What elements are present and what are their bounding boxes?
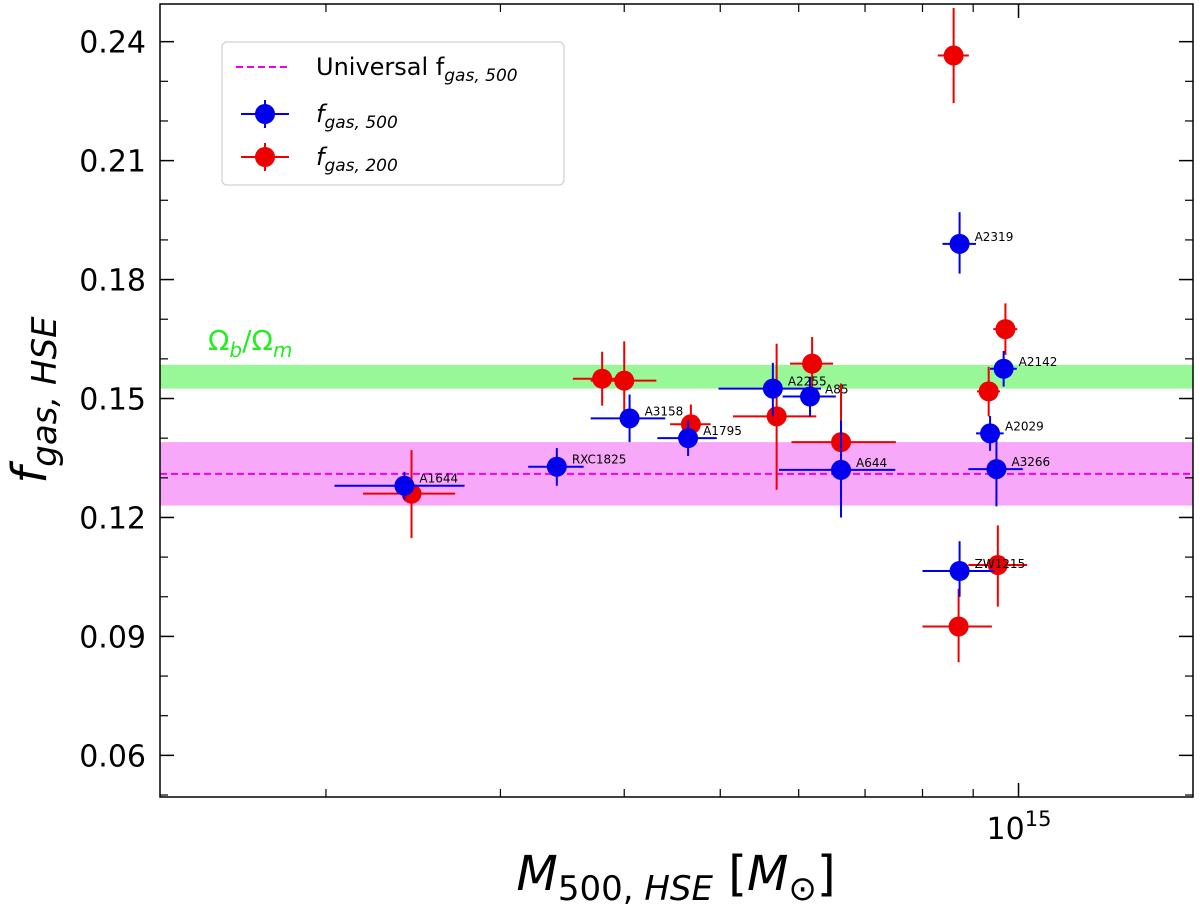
point-label-zw1215: ZW1215: [975, 557, 1026, 571]
x-axis-title: M500, HSE [M⊙]: [516, 846, 835, 908]
fgas500-marker: [394, 475, 415, 496]
y-tick-label: 0.09: [79, 620, 146, 655]
bands-layer: [160, 364, 1193, 506]
fgas500-point-0: [334, 471, 465, 500]
point-label-a2255: A2255: [788, 375, 827, 389]
fgas500-point-3: [657, 420, 717, 457]
legend-box: [221, 41, 565, 186]
legend-universal-label: Universal fgas, 500: [316, 53, 518, 86]
fgas200-marker: [978, 381, 999, 402]
point-label-a2319: A2319: [975, 230, 1014, 244]
fgas500-point-1: [528, 448, 584, 486]
fgas200-point-7: [937, 7, 969, 104]
fgas500-marker: [762, 378, 783, 399]
y-tick-label: 0.21: [79, 145, 146, 180]
fgas500-marker: [949, 233, 970, 254]
point-label-rxc1825: RXC1825: [572, 453, 627, 467]
fgas500-marker: [980, 423, 1001, 444]
x-tick-label: 1015: [987, 807, 1052, 847]
fgas200-point-4: [732, 343, 817, 490]
point-label-a1795: A1795: [703, 424, 742, 438]
y-tick-label: 0.15: [79, 383, 146, 418]
fgas500-point-11: [968, 431, 1023, 507]
fgas200-marker: [948, 616, 969, 637]
omega-band-label: Ωb/Ωm: [208, 324, 292, 362]
y-tick-label: 0.06: [79, 739, 146, 774]
fgas500-point-6: [778, 420, 896, 518]
band-0: [160, 364, 1193, 389]
fgas200-point-8: [922, 588, 992, 663]
fgas500-point-5: [782, 376, 836, 417]
point-label-a2142: A2142: [1019, 355, 1058, 369]
legend-fgas500-marker: [241, 100, 289, 128]
fgas500-marker: [546, 456, 567, 477]
fgas500-marker: [678, 428, 699, 449]
legend-fgas200-marker: [241, 143, 289, 171]
point-label-a3158: A3158: [645, 404, 684, 418]
fgas500-point-10: [990, 350, 1017, 387]
fgas200-marker: [592, 368, 613, 389]
legend: Universal fgas, 500 fgas, 500 fgas, 200: [221, 41, 565, 186]
point-label-a1644: A1644: [419, 472, 458, 486]
fgas500-marker: [949, 560, 970, 581]
ticks-layer: 0.06 0.09 0.12 0.15 0.18 0.21 0.24 1015: [79, 4, 1193, 847]
y-tick-label: 0.24: [79, 26, 146, 61]
point-label-a3266: A3266: [1011, 455, 1050, 469]
fgas500-marker: [800, 386, 821, 407]
point-label-a85: A85: [825, 383, 848, 397]
fgas500-marker: [993, 358, 1014, 379]
fgas500-point-9: [976, 415, 1004, 451]
fgas500-point-7: [942, 212, 977, 274]
plot-frame: [159, 3, 1194, 798]
fgas200-point-9: [976, 366, 1001, 417]
fgas200-marker: [943, 45, 964, 66]
fgas500-marker: [986, 459, 1007, 480]
fgas200-marker: [802, 353, 823, 374]
y-tick-label: 0.12: [79, 501, 146, 536]
fgas200-marker: [766, 406, 787, 427]
fgas200-point-10: [993, 303, 1018, 355]
fgas500-marker: [619, 408, 640, 429]
fgas200-point-2: [590, 341, 657, 420]
fgas500-point-2: [590, 394, 666, 443]
y-tick-label: 0.18: [79, 264, 146, 299]
fgas200-marker: [995, 319, 1016, 340]
point-label-a2029: A2029: [1005, 419, 1044, 433]
fgas500-marker: [831, 459, 852, 480]
fgas200-point-5: [790, 337, 834, 389]
fgas200-marker: [614, 370, 635, 391]
fgas500-point-8: [922, 541, 994, 597]
point-label-a644: A644: [856, 456, 887, 470]
